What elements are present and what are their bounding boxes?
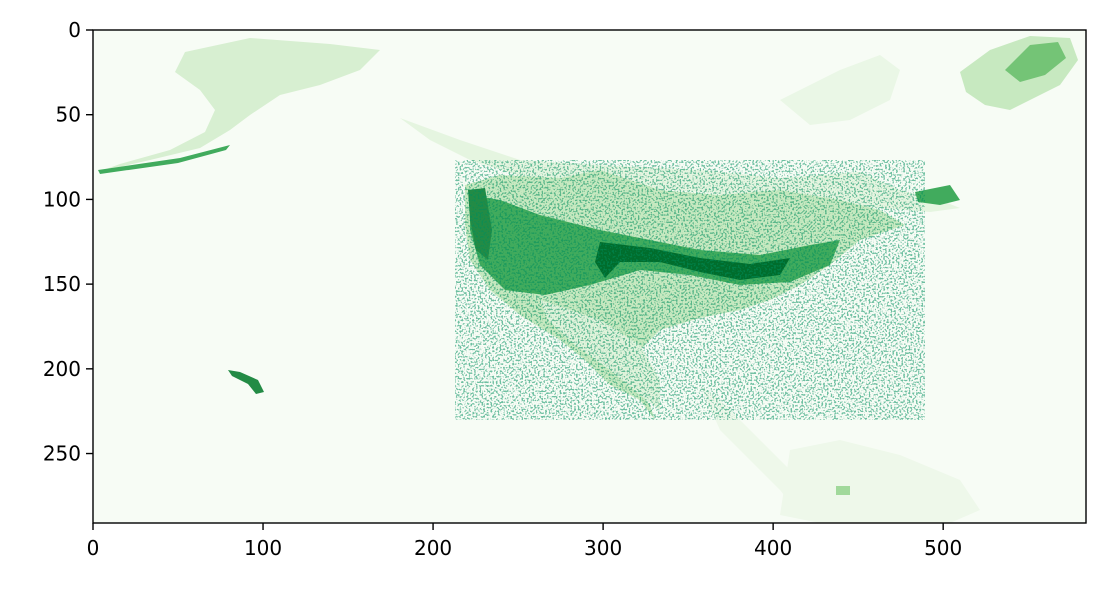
x-tick-label: 400 [754, 536, 792, 560]
heatmap-speckle [455, 160, 925, 420]
x-tick-label: 100 [244, 536, 282, 560]
x-tick-label: 500 [924, 536, 962, 560]
region-alaska [98, 38, 380, 172]
y-tick-label: 100 [43, 187, 81, 211]
x-tick-label: 300 [584, 536, 622, 560]
x-axis: 0 100 200 300 400 500 [87, 523, 962, 560]
y-tick-label: 50 [56, 103, 81, 127]
region-greenland-core [1005, 42, 1066, 82]
x-tick-label: 0 [87, 536, 100, 560]
y-tick-label: 250 [43, 442, 81, 466]
y-tick-label: 0 [68, 18, 81, 42]
region-aleutians [98, 145, 230, 174]
y-tick-label: 150 [43, 272, 81, 296]
region-south-america [780, 440, 980, 523]
x-tick-label: 200 [414, 536, 452, 560]
region-hawaii [228, 370, 264, 394]
region-newfoundland [915, 185, 960, 205]
plot-frame [92, 29, 1087, 524]
region-south-america-patch [836, 486, 850, 495]
region-arctic-islands [780, 55, 900, 125]
y-axis: 0 50 100 150 200 250 [43, 18, 93, 466]
heatmap-field [98, 36, 1078, 523]
y-tick-label: 200 [43, 357, 81, 381]
